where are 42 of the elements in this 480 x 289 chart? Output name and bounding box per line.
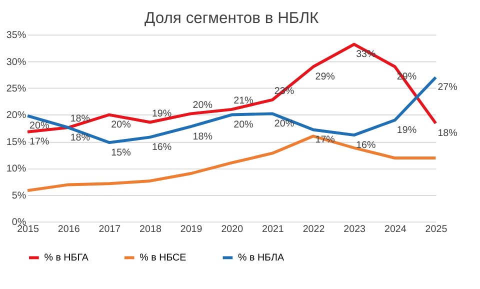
legend-label: % в НБЛА	[238, 252, 284, 264]
y-tick-label: 35%	[6, 30, 26, 42]
data-label: 20%	[111, 120, 132, 131]
chart-title: Доля сегментов в НБЛК	[144, 10, 320, 27]
y-tick-label: 10%	[6, 164, 26, 175]
y-tick-label: 15%	[6, 136, 26, 148]
legend-label: % в НБГА	[44, 252, 89, 264]
data-label: 18%	[70, 132, 90, 144]
data-label: 20%	[234, 120, 254, 131]
y-tick-label: 30%	[6, 56, 26, 68]
data-label: 21%	[234, 96, 254, 107]
line-series	[26, 134, 438, 192]
data-label: 20%	[192, 100, 213, 111]
data-label: 20%	[274, 118, 294, 130]
data-label: 29%	[315, 72, 336, 83]
line-series	[26, 42, 438, 134]
data-label: 27%	[438, 82, 458, 94]
y-tick-label: 20%	[6, 110, 26, 122]
data-label: 18%	[192, 131, 213, 142]
x-tick-label: 2020	[221, 224, 244, 235]
data-label: 18%	[70, 114, 90, 125]
data-label: 17%	[315, 134, 336, 146]
data-label: 19%	[152, 108, 172, 120]
data-label: 19%	[396, 124, 417, 136]
y-tick-label: 25%	[6, 84, 26, 95]
x-tick-label: 2025	[425, 224, 448, 235]
y-tick-label: 5%	[12, 190, 26, 202]
x-tick-label: 2024	[384, 224, 407, 235]
data-label: 17%	[30, 136, 50, 148]
data-label: 16%	[356, 140, 376, 151]
data-label: 16%	[152, 142, 172, 153]
x-tick-label: 2017	[98, 224, 121, 235]
data-label: 18%	[438, 128, 458, 140]
x-tick-label: 2021	[262, 224, 284, 235]
data-label: 20%	[30, 120, 50, 132]
data-label: 15%	[111, 147, 132, 158]
x-tick-label: 2019	[180, 224, 202, 235]
x-tick-label: 2016	[58, 224, 80, 235]
x-tick-label: 2022	[302, 224, 325, 235]
x-tick-label: 2018	[140, 224, 162, 235]
x-tick-label: 2023	[344, 224, 366, 235]
legend-label: % в НБСЕ	[140, 252, 187, 264]
